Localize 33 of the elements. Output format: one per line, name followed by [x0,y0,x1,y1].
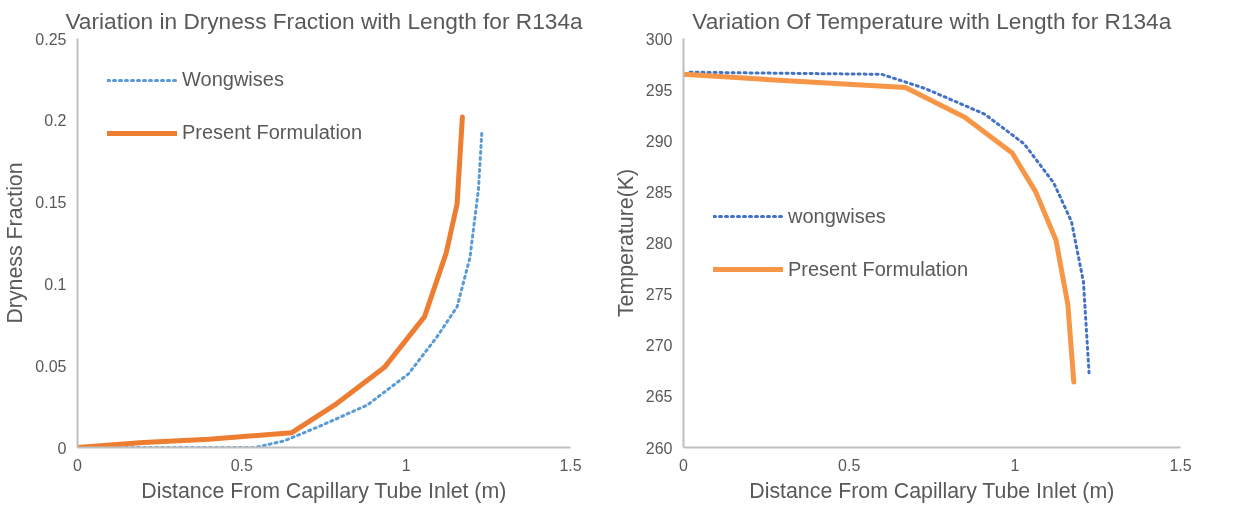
x-tick-label: 1 [401,456,411,474]
x-axis-title: Distance From Capillary Tube Inlet (m) [141,478,507,503]
y-tick-label: 295 [645,81,673,99]
y-tick-label: 0.25 [35,30,67,48]
y-tick-label: 265 [645,388,673,406]
legend-label: Present Formulation [788,257,969,281]
legend-label: wongwises [788,204,886,228]
y-axis-title: Temperature(K) [613,168,638,318]
x-tick-label: 1.5 [1169,456,1192,474]
y-tick-label: 260 [645,439,673,457]
y-tick-label: 300 [645,30,673,48]
x-tick-label: 1 [1010,456,1020,474]
legend-label: Wongwises [182,68,284,91]
y-tick-label: 0.05 [35,357,67,375]
y-tick-label: 290 [645,132,673,150]
y-tick-label: 0.2 [44,112,67,130]
y-tick-label: 0 [57,439,67,457]
x-tick-label: 0.5 [838,456,861,474]
y-axis-title: Dryness Fraction [3,162,28,324]
x-tick-label: 0.5 [230,456,254,474]
y-tick-label: 0.15 [35,194,67,212]
y-tick-label: 280 [645,235,673,252]
y-tick-label: 275 [645,286,673,304]
y-tick-label: 285 [645,183,673,201]
legend-label: Present Formulation [182,121,363,144]
y-tick-label: 270 [645,337,673,355]
x-tick-label: 0 [73,456,83,474]
chart-title: Variation in Dryness Fraction with Length for R134a [65,7,583,34]
x-tick-label: 1.5 [559,456,582,474]
chart-title: Variation Of Temperature with Length for R134a [692,7,1172,34]
x-axis-title: Distance From Capillary Tube Inlet (m) [749,478,1115,503]
x-tick-label: 0 [679,456,689,474]
y-tick-label: 0.1 [44,275,67,293]
